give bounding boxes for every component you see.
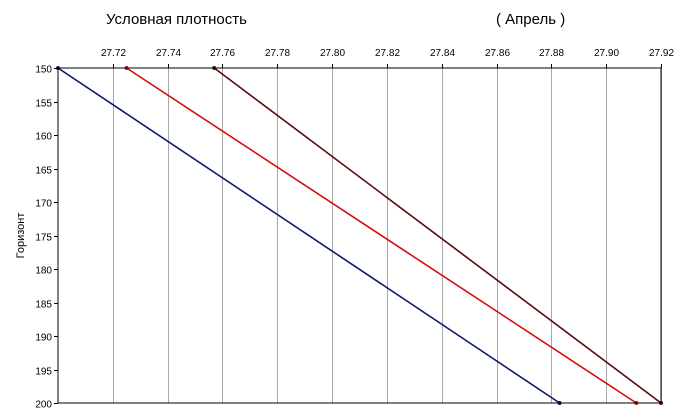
y-tick-label: 165 <box>35 166 52 177</box>
x-tick-label: 27.84 <box>430 48 455 59</box>
y-tick-label: 175 <box>35 233 52 244</box>
y-tick-label: 170 <box>35 199 52 210</box>
x-tick-label: 27.92 <box>649 48 674 59</box>
y-tick-labels: 150 155 160 165 170 175 180 185 190 195 200 <box>35 65 58 411</box>
y-axis-label: Горизонт <box>15 213 27 259</box>
series-layer <box>56 66 663 405</box>
x-tick-label: 27.80 <box>320 48 345 59</box>
x-tick-label: 27.82 <box>375 48 400 59</box>
x-tick-labels: 27.72 27.74 27.76 27.78 27.80 27.82 27.84 27.86… <box>101 48 674 68</box>
x-tick-label: 27.72 <box>101 48 126 59</box>
y-tick-label: 160 <box>35 132 52 143</box>
x-tick-label: 27.76 <box>210 48 235 59</box>
grid-lines <box>113 68 662 403</box>
x-tick-label: 27.90 <box>594 48 619 59</box>
y-tick-label: 155 <box>35 99 52 110</box>
x-tick-label: 27.88 <box>539 48 564 59</box>
x-tick-label: 27.86 <box>485 48 510 59</box>
y-tick-label: 185 <box>35 300 52 311</box>
series-line-2 <box>126 67 637 404</box>
y-tick-label: 180 <box>35 266 52 277</box>
plot-frame <box>57 67 662 404</box>
x-tick-label: 27.78 <box>265 48 290 59</box>
chart-title: Условная плотность <box>106 11 247 28</box>
y-tick-label: 190 <box>35 333 52 344</box>
series-line-3 <box>213 67 662 404</box>
y-tick-label: 150 <box>35 65 52 76</box>
series-line-1 <box>57 67 561 404</box>
x-tick-label: 27.74 <box>156 48 181 59</box>
y-tick-label: 195 <box>35 367 52 378</box>
chart-subtitle-month: ( Апрель ) <box>496 11 566 28</box>
y-tick-label: 200 <box>35 400 52 411</box>
